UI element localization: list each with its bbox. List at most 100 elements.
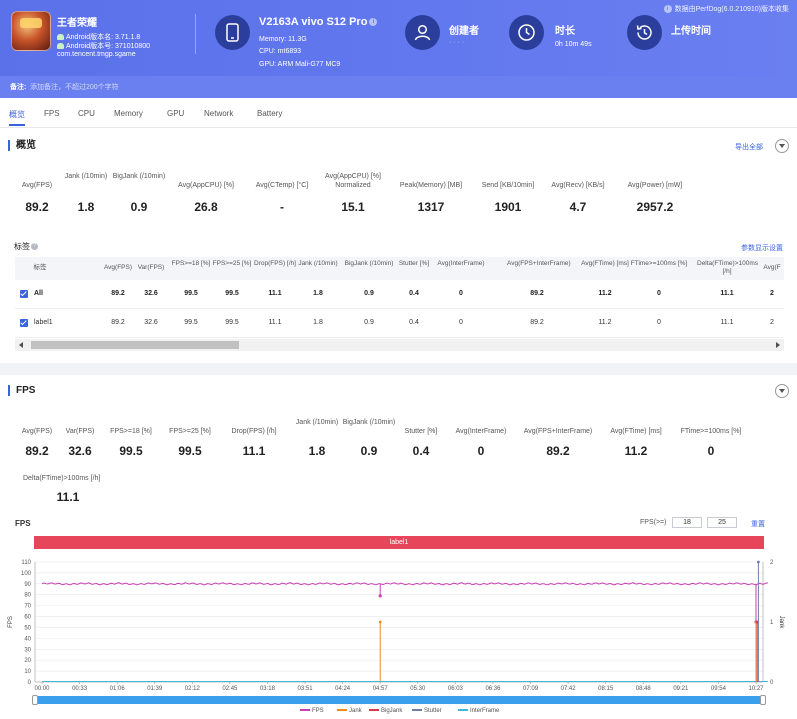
table-cell: 2 — [770, 290, 774, 297]
help-icon[interactable]: ? — [31, 243, 38, 251]
tab-battery[interactable]: Battery — [257, 109, 283, 118]
fps-metric-value: 0.9 — [360, 444, 378, 458]
scrollbar-thumb[interactable] — [31, 341, 239, 349]
tab-memory[interactable]: Memory — [114, 109, 143, 118]
table-cell: 99.5 — [225, 290, 239, 297]
info-icon: i — [663, 5, 672, 14]
column-header[interactable]: Avg(FPS+InterFrame) — [507, 260, 571, 267]
column-header[interactable]: Drop(FPS) [/h] — [254, 260, 296, 267]
fps-threshold-input-2[interactable]: 25 — [707, 517, 737, 528]
metric-label: Avg(CTemp) [°C] — [255, 182, 309, 189]
tab-fps[interactable]: FPS — [44, 109, 60, 118]
tab-overview[interactable]: 概览 — [9, 110, 25, 126]
android-version-name: Android版本名: 3.71.1.8 — [57, 32, 140, 42]
metric-label: Avg(FPS) — [21, 182, 53, 189]
column-header[interactable]: Delta(FTime)>100ms [/h] — [697, 260, 758, 275]
column-header[interactable]: FPS>=25 [%] — [212, 260, 252, 267]
device-memory: Memory: 11.3G — [259, 36, 307, 43]
table-row[interactable]: label1 89.2 32.6 99.5 99.5 11.1 1.8 0.9 0.4 0 89.2… — [15, 309, 784, 338]
fps-metric-value: 0 — [707, 444, 715, 458]
phone-icon — [215, 15, 250, 50]
time-range-slider[interactable] — [32, 695, 766, 705]
fps-metric-value: 89.2 — [546, 444, 570, 458]
table-cell: 11.2 — [598, 319, 612, 326]
user-icon — [405, 15, 440, 50]
fps-chart[interactable]: 0 10 20 30 40 50 60 70 80 90 100 110 0 1 2 FPS Jank 00:00… — [0, 552, 797, 696]
legend-item-fps[interactable]: FPS — [300, 708, 324, 714]
y-tick-label: 90 — [24, 582, 31, 588]
y2-tick-label: 1 — [770, 620, 774, 626]
column-header[interactable]: Avg(FPS) — [103, 264, 133, 271]
remark-input[interactable]: 添加备注，不超过200个字符 — [30, 84, 119, 91]
legend-swatch — [412, 709, 422, 712]
legend-item-stutter[interactable]: Stutter — [412, 708, 442, 714]
android-version-code: Android版本号: 371010800 — [57, 41, 150, 51]
column-header[interactable]: BigJank (/10min) — [344, 260, 394, 267]
label-range-bar[interactable]: label1 — [34, 536, 764, 549]
fps-metric-label: FTime>=100ms [%] — [680, 428, 742, 435]
table-cell: 0 — [459, 319, 463, 326]
table-row[interactable]: All 89.2 32.6 99.5 99.5 11.1 1.8 0.9 0.4 0 89.2 11.… — [15, 280, 784, 309]
column-settings-link[interactable]: 参数显示设置 — [741, 245, 783, 252]
chevron-down-icon[interactable] — [775, 384, 789, 398]
slider-handle-left[interactable] — [32, 695, 38, 705]
y2-tick-label: 2 — [770, 560, 774, 566]
scroll-right-icon[interactable] — [776, 342, 780, 348]
row-checkbox[interactable] — [20, 319, 28, 327]
tab-gpu[interactable]: GPU — [167, 109, 185, 118]
header-divider — [195, 14, 196, 54]
tab-cpu[interactable]: CPU — [78, 109, 95, 118]
column-header[interactable]: FTime>=100ms [%] — [630, 260, 688, 267]
y-axis-label: FPS — [8, 616, 14, 628]
table-cell: 99.5 — [184, 319, 198, 326]
column-header[interactable]: Jank (/10min) — [298, 260, 338, 267]
table-horizontal-scrollbar[interactable] — [15, 339, 784, 351]
tab-network[interactable]: Network — [204, 109, 234, 118]
slider-handle-right[interactable] — [760, 695, 766, 705]
column-header[interactable]: Avg(F — [763, 264, 781, 271]
export-all-link[interactable]: 导出全部 — [735, 144, 763, 151]
legend-item-bigjank[interactable]: BigJank — [369, 708, 402, 714]
row-checkbox[interactable] — [20, 290, 28, 298]
x-tick-label: 00:33 — [72, 686, 88, 692]
metric-label: Avg(Power) [mW] — [627, 182, 683, 189]
metric-value: 1.8 — [77, 200, 95, 214]
fps-metric-label: Stutter [%] — [404, 428, 438, 435]
fps-threshold-input-1[interactable]: 18 — [672, 517, 702, 528]
chart-legend: FPS Jank BigJank Stutter InterFrame — [0, 708, 797, 718]
upload-time-label: 上传时间 — [671, 26, 711, 37]
reset-button[interactable]: 重置 — [751, 521, 765, 528]
column-header[interactable]: Avg(InterFrame) — [437, 260, 485, 267]
y-tick-label: 80 — [24, 593, 31, 599]
legend-item-interframe[interactable]: InterFrame — [458, 708, 499, 714]
tags-title: 标签? — [8, 241, 38, 252]
column-header[interactable]: Var(FPS) — [137, 264, 165, 271]
bigjank-point — [755, 620, 759, 624]
fps-metric-value: 0 — [477, 444, 485, 458]
legend-swatch — [369, 709, 379, 712]
column-header[interactable]: FPS>=18 [%] — [171, 260, 211, 267]
info-icon[interactable]: i — [369, 18, 378, 27]
x-tick-label: 02:12 — [185, 686, 201, 692]
fps-metric-label: FPS>=25 [%] — [169, 428, 211, 435]
column-header[interactable]: Stutter [%] — [398, 260, 430, 267]
fps-metric-label: FPS>=18 [%] — [110, 428, 152, 435]
metric-value: 1901 — [494, 200, 522, 214]
table-cell: 11.1 — [268, 319, 282, 326]
fps-metric-value: 1.8 — [308, 444, 326, 458]
legend-item-jank[interactable]: Jank — [337, 708, 362, 714]
main-tabs: 概览 FPS CPU Memory GPU Network Battery — [0, 100, 797, 128]
fps-metric-value: 99.5 — [178, 444, 202, 458]
table-cell: 1.8 — [313, 290, 323, 297]
app-icon — [11, 11, 51, 51]
table-cell: 89.2 — [111, 290, 125, 297]
column-header[interactable]: 标签 — [33, 264, 47, 271]
legend-label: Jank — [349, 708, 362, 714]
scroll-left-icon[interactable] — [19, 342, 23, 348]
fps-metric-value: 89.2 — [25, 444, 49, 458]
duration-value: 0h 10m 49s — [555, 41, 592, 48]
fps-metric-value: 11.2 — [624, 444, 648, 458]
chevron-down-icon[interactable] — [775, 139, 789, 153]
column-header[interactable]: Avg(FTime) [ms] — [581, 260, 629, 267]
fps-metric-label: Avg(FPS+InterFrame) — [523, 428, 593, 435]
